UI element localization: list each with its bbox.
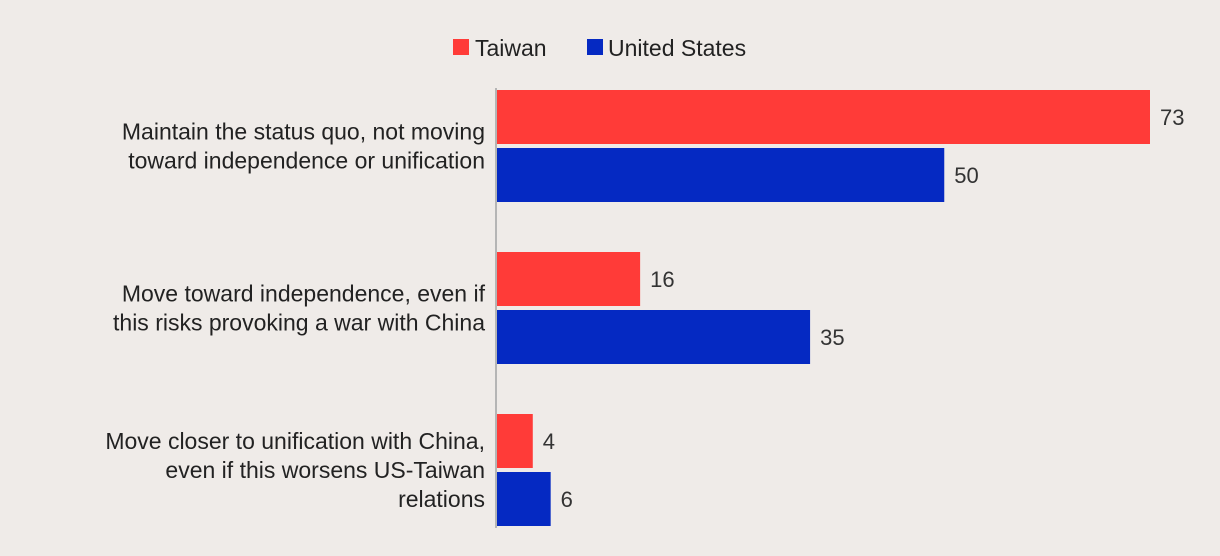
legend: Taiwan United States	[453, 35, 746, 61]
category-label-2: Move toward independence, even if this ri…	[113, 281, 486, 336]
category-labels: Maintain the status quo, not moving towar…	[105, 119, 485, 513]
data-label-taiwan-1: 73	[1160, 105, 1184, 130]
data-label-united-states-2: 35	[820, 325, 844, 350]
legend-label-united-states: United States	[608, 35, 746, 61]
legend-swatch-united-states	[587, 39, 603, 55]
data-label-taiwan-3: 4	[543, 429, 555, 454]
bar-united-states-2	[497, 310, 811, 364]
bar-united-states-1	[497, 148, 945, 202]
legend-label-taiwan: Taiwan	[475, 35, 547, 61]
data-label-united-states-3: 6	[561, 487, 573, 512]
bar-taiwan-1	[497, 90, 1150, 144]
data-label-united-states-1: 50	[954, 163, 978, 188]
bars	[497, 90, 1150, 526]
bar-united-states-3	[497, 472, 551, 526]
bar-taiwan-3	[497, 414, 533, 468]
value-labels: 73 50 16 35 4 6	[543, 105, 1185, 512]
legend-swatch-taiwan	[453, 39, 469, 55]
category-label-3: Move closer to unification with China, ev…	[105, 428, 485, 512]
category-label-1: Maintain the status quo, not moving towar…	[122, 119, 485, 174]
bar-taiwan-2	[497, 252, 641, 306]
data-label-taiwan-2: 16	[650, 267, 674, 292]
